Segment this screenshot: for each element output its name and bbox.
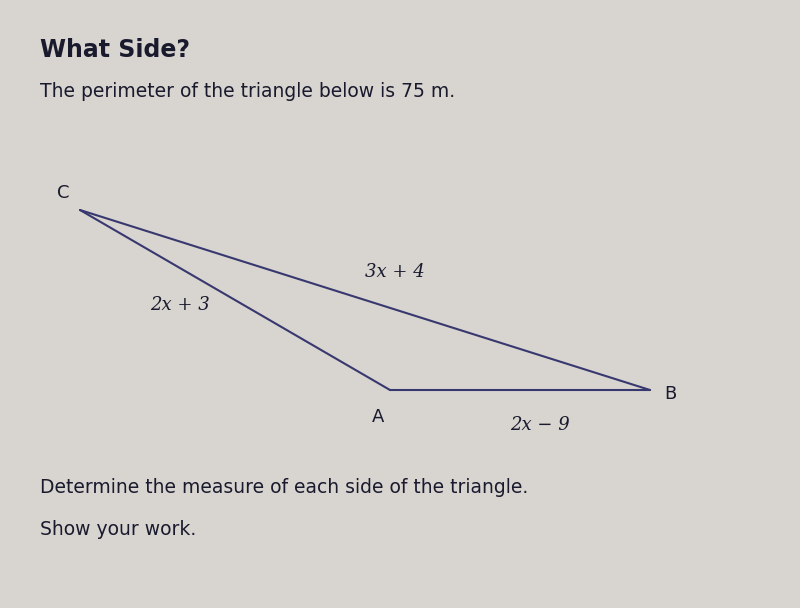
Text: 2x + 3: 2x + 3 [150, 296, 210, 314]
Text: A: A [372, 408, 384, 426]
Text: 3x + 4: 3x + 4 [365, 263, 425, 281]
Text: 2x − 9: 2x − 9 [510, 416, 570, 434]
Text: Show your work.: Show your work. [40, 520, 196, 539]
Text: B: B [664, 385, 676, 403]
Text: C: C [58, 184, 70, 202]
Text: The perimeter of the triangle below is 75 m.: The perimeter of the triangle below is 7… [40, 82, 455, 101]
Text: What Side?: What Side? [40, 38, 190, 62]
Text: Determine the measure of each side of the triangle.: Determine the measure of each side of th… [40, 478, 528, 497]
